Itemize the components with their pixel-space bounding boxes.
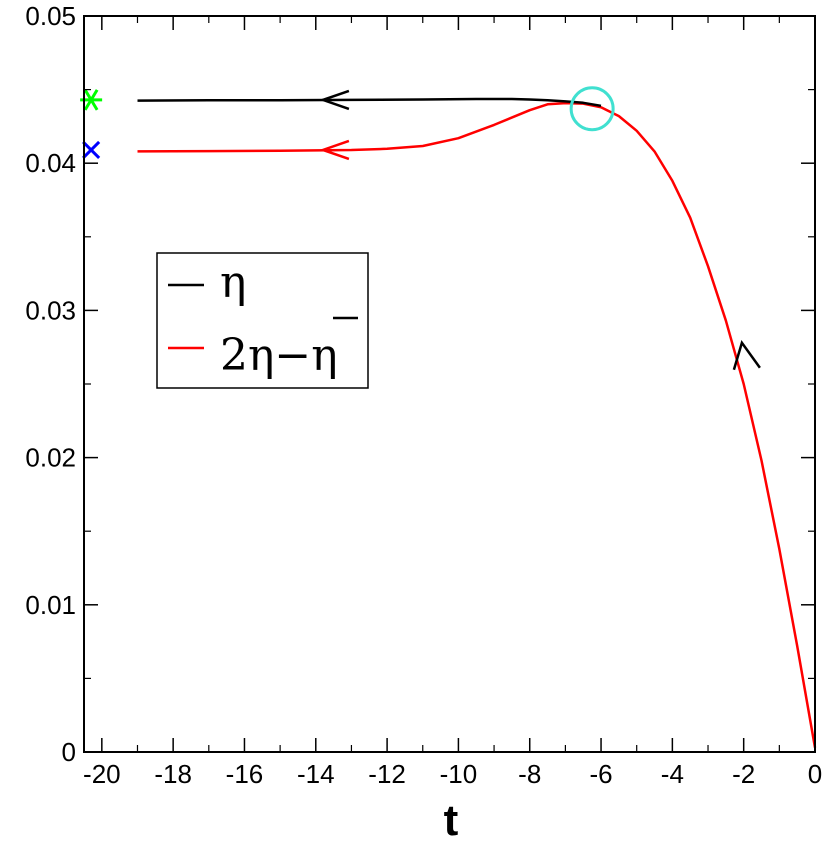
legend: η 2η−η [156, 252, 369, 389]
y-tick-label: 0.05 [25, 1, 76, 31]
direction-arrow [319, 89, 350, 111]
x-tick-label: -8 [518, 759, 541, 789]
x-tick-label: -14 [297, 759, 335, 789]
direction-arrow [319, 139, 350, 161]
legend-box [156, 252, 369, 389]
y-tick-label: 0.04 [25, 148, 76, 178]
curves-layer [137, 97, 817, 748]
x-tick-label: -6 [589, 759, 612, 789]
y-tick-label: 0.02 [25, 443, 76, 473]
asterisk-stroke [83, 89, 99, 111]
x-tick-label: -18 [154, 759, 192, 789]
y-tick-label: 0 [62, 737, 76, 767]
legend-label-combo: 2η−η [220, 330, 338, 381]
cross-stroke [82, 140, 101, 160]
direction-arrow [732, 339, 761, 371]
x-tick-label: -20 [83, 759, 121, 789]
legend-label-eta: η [220, 257, 246, 308]
series-line-combo [137, 101, 817, 748]
x-tick-label: -16 [226, 759, 264, 789]
series-line-eta [137, 97, 602, 108]
y-tick-label: 0.01 [25, 590, 76, 620]
x-tick-label: -4 [661, 759, 684, 789]
x-tick-label: -12 [368, 759, 406, 789]
ticks-layer: -20 -18 -16 -14 -12 -10 -8 -6 -4 -2 000.010.020.03… [25, 1, 822, 789]
x-axis-title: t [444, 796, 459, 842]
y-tick-label: 0.03 [25, 295, 76, 325]
x-tick-label: -2 [732, 759, 755, 789]
x-tick-label: 0 [808, 759, 822, 789]
junction-circle-marker [569, 86, 615, 132]
x-tick-label: -10 [440, 759, 478, 789]
cross-marker [82, 140, 101, 160]
